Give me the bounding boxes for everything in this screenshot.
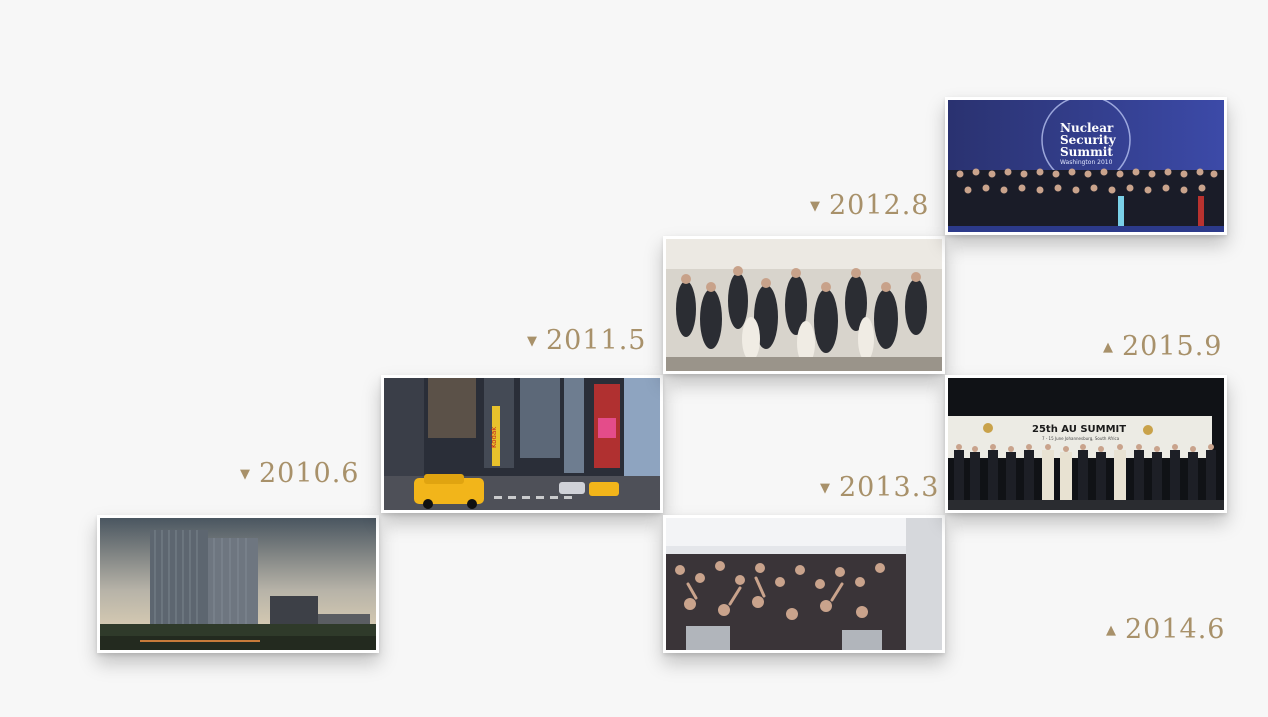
year-label-2014: ▲ 2014.6 [1106,616,1225,643]
year-marker-down-icon: ▼ [820,481,831,496]
photo-building [97,515,379,653]
nuclear-summit-image: Nuclear Security Summit Washington 2010 [948,100,1224,232]
year-marker-up-icon: ▲ [1103,340,1114,355]
summit-subtitle: Washington 2010 [1060,159,1113,166]
year-label-2010: ▼ 2010.6 [240,460,359,487]
photo-reception [663,236,945,374]
year-text: 2012.8 [829,190,930,221]
year-marker-down-icon: ▼ [240,467,251,482]
year-text: 2013.3 [839,472,940,503]
cheering-crowd-image [666,518,942,650]
year-marker-down-icon: ▼ [810,199,821,214]
year-marker-down-icon: ▼ [527,334,538,349]
year-text: 2011.5 [546,325,647,356]
kodak-sign: Kodak [490,426,498,448]
photo-au-summit: 25th AU SUMMIT 7 - 15 June Johannesburg,… [945,375,1227,513]
year-label-2012: ▼ 2012.8 [810,192,929,219]
photo-cheering-crowd [663,515,945,653]
au-summit-subtitle: 7 - 15 June Johannesburg, South Africa [1042,436,1120,441]
year-label-2011: ▼ 2011.5 [527,327,646,354]
summit-title-line-2: Security [1060,133,1117,147]
reception-image [666,239,942,371]
au-summit-title: 25th AU SUMMIT [1032,424,1126,435]
year-label-2013: ▼ 2013.3 [820,474,939,501]
year-text: 2014.6 [1125,614,1226,645]
building-image [100,518,376,650]
photo-nuclear-summit: Nuclear Security Summit Washington 2010 [945,97,1227,235]
year-marker-up-icon: ▲ [1106,623,1117,638]
year-label-2015: ▲ 2015.9 [1103,333,1222,360]
summit-title-line-1: Nuclear [1060,121,1114,135]
au-summit-image: 25th AU SUMMIT 7 - 15 June Johannesburg,… [948,378,1224,510]
times-square-image: Kodak [384,378,660,510]
summit-title-line-3: Summit [1060,145,1113,159]
photo-times-square: Kodak [381,375,663,513]
year-text: 2010.6 [259,458,360,489]
year-text: 2015.9 [1122,331,1223,362]
